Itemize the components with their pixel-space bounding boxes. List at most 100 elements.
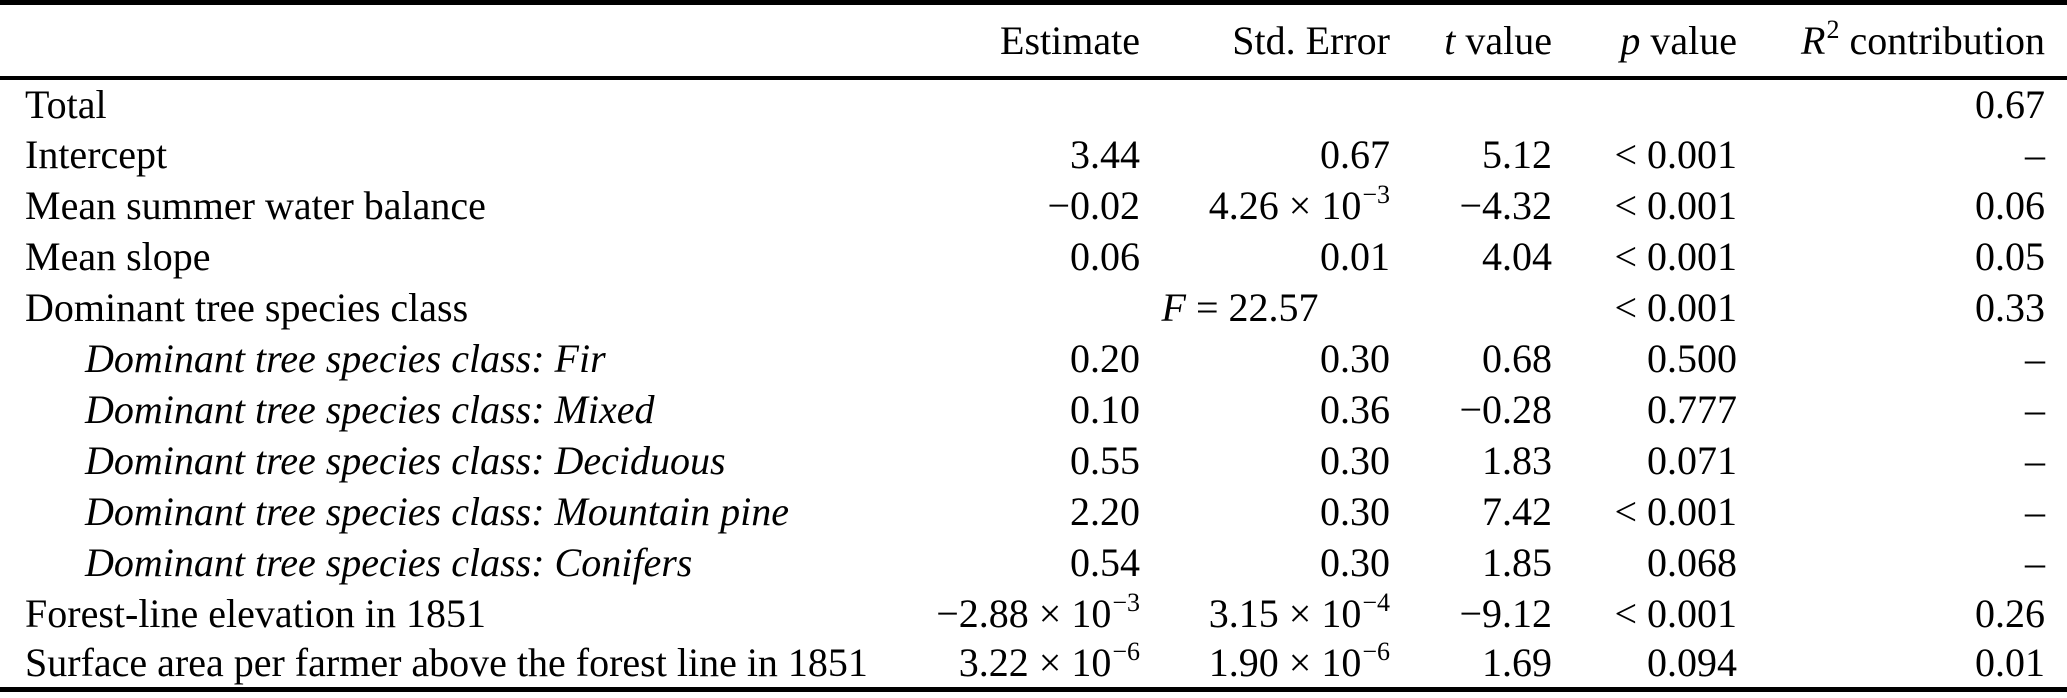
- cell-std-error: 0.30: [1140, 435, 1390, 486]
- cell-r2-contribution: 0.01: [1737, 639, 2067, 690]
- cell-value: 0.06: [1975, 182, 2045, 228]
- cell-value: 3.44: [1070, 131, 1140, 177]
- cell-value: 4.04: [1482, 233, 1552, 279]
- col-header-r2-contribution: R2 contribution: [1737, 2, 2067, 80]
- cell-estimate: 2.20: [860, 486, 1140, 537]
- p-symbol: p: [1620, 17, 1641, 63]
- cell-estimate: 3.22 × 10−6: [860, 639, 1140, 690]
- cell-value: 0.30: [1320, 335, 1390, 381]
- cell-p-value: 0.500: [1552, 333, 1737, 384]
- cell-value: −2.88 × 10: [936, 590, 1112, 636]
- cell-value: 0.05: [1975, 233, 2045, 279]
- cell-std-error: 0.30: [1140, 333, 1390, 384]
- exponent: −4: [1362, 587, 1390, 617]
- cell-value: < 0.001: [1614, 488, 1737, 534]
- p-value-label: value: [1640, 17, 1737, 63]
- row-label: Total: [25, 81, 107, 127]
- cell-value: 0.67: [1975, 81, 2045, 127]
- cell-value: 0.01: [1975, 640, 2045, 686]
- row-label: Dominant tree species class: Mixed: [85, 386, 655, 432]
- cell-t-value: [1390, 282, 1552, 333]
- cell-p-value: < 0.001: [1552, 231, 1737, 282]
- cell-estimate: 0.55: [860, 435, 1140, 486]
- exponent: −3: [1362, 179, 1390, 209]
- cell-value: −4.32: [1459, 182, 1552, 228]
- cell-p-value: 0.068: [1552, 537, 1737, 588]
- cell-p-value: 0.071: [1552, 435, 1737, 486]
- cell-t-value: 7.42: [1390, 486, 1552, 537]
- cell-value: 0.33: [1975, 284, 2045, 330]
- cell-value: 0.26: [1975, 590, 2045, 636]
- cell-value: < 0.001: [1614, 590, 1737, 636]
- cell-p-value: < 0.001: [1552, 486, 1737, 537]
- col-header-std-error: Std. Error: [1140, 2, 1390, 80]
- cell-r2-contribution: 0.26: [1737, 588, 2067, 639]
- cell-estimate: −0.02: [860, 180, 1140, 231]
- cell-std-error: 0.30: [1140, 537, 1390, 588]
- cell-value: −0.02: [1047, 182, 1140, 228]
- cell-r2-contribution: –: [1737, 435, 2067, 486]
- row-label: Dominant tree species class: Deciduous: [85, 437, 726, 483]
- cell-p-value: < 0.001: [1552, 180, 1737, 231]
- cell-r2-contribution: 0.33: [1737, 282, 2067, 333]
- cell-t-value: 1.83: [1390, 435, 1552, 486]
- table-row: Dominant tree species class F = 22.57 < 0.…: [0, 282, 2067, 333]
- cell-value: 0.068: [1647, 539, 1737, 585]
- cell-value: 0.67: [1320, 131, 1390, 177]
- row-label: Mean summer water balance: [25, 182, 486, 228]
- cell-value: 0.36: [1320, 386, 1390, 432]
- cell-value: 0.30: [1320, 539, 1390, 585]
- cell-p-value: < 0.001: [1552, 588, 1737, 639]
- contribution-label: contribution: [1839, 17, 2045, 63]
- cell-value: 0.094: [1647, 640, 1737, 686]
- cell-std-error: 0.67: [1140, 129, 1390, 180]
- table-row: Surface area per farmer above the forest…: [0, 639, 2067, 690]
- cell-r2-contribution: –: [1737, 129, 2067, 180]
- r-symbol: R: [1801, 17, 1826, 63]
- cell-value: 0.071: [1647, 437, 1737, 483]
- cell-value: –: [2025, 539, 2045, 585]
- row-label: Dominant tree species class: Mountain pi…: [85, 488, 789, 534]
- cell-value: 0.01: [1320, 233, 1390, 279]
- cell-t-value: −4.32: [1390, 180, 1552, 231]
- col-header-variable: [0, 2, 860, 80]
- cell-value: 0.06: [1070, 233, 1140, 279]
- cell-p-value: < 0.001: [1552, 282, 1737, 333]
- cell-value: 7.42: [1482, 488, 1552, 534]
- exponent: −6: [1112, 637, 1140, 667]
- cell-t-value: −0.28: [1390, 384, 1552, 435]
- cell-value: 3.15 × 10: [1208, 590, 1362, 636]
- cell-value: –: [2025, 335, 2045, 381]
- row-label: Dominant tree species class: Conifers: [85, 539, 693, 585]
- cell-std-error: [1140, 78, 1390, 129]
- cell-r2-contribution: 0.05: [1737, 231, 2067, 282]
- cell-t-value: 0.68: [1390, 333, 1552, 384]
- table-row: Dominant tree species class: Fir 0.20 0.30…: [0, 333, 2067, 384]
- cell-value: 3.22 × 10: [958, 640, 1112, 686]
- cell-p-value: [1552, 78, 1737, 129]
- cell-value: 0.54: [1070, 539, 1140, 585]
- row-label: Mean slope: [25, 233, 211, 279]
- cell-value: 5.12: [1482, 131, 1552, 177]
- cell-value: –: [2025, 437, 2045, 483]
- row-label: Dominant tree species class: Fir: [85, 335, 606, 381]
- table-row: Dominant tree species class: Mixed 0.10 0.…: [0, 384, 2067, 435]
- t-value-label: value: [1455, 17, 1552, 63]
- cell-r2-contribution: –: [1737, 486, 2067, 537]
- cell-value: 0.55: [1070, 437, 1140, 483]
- cell-r2-contribution: –: [1737, 333, 2067, 384]
- table-row: Dominant tree species class: Conifers 0.5…: [0, 537, 2067, 588]
- cell-t-value: −9.12: [1390, 588, 1552, 639]
- cell-t-value: 1.85: [1390, 537, 1552, 588]
- table-row: Forest-line elevation in 1851 −2.88 × 10−…: [0, 588, 2067, 639]
- cell-std-error: 0.01: [1140, 231, 1390, 282]
- cell-estimate: 0.54: [860, 537, 1140, 588]
- table-row: Intercept 3.44 0.67 5.12 < 0.001 –: [0, 129, 2067, 180]
- cell-p-value: 0.777: [1552, 384, 1737, 435]
- exponent: −3: [1112, 587, 1140, 617]
- cell-value: < 0.001: [1614, 182, 1737, 228]
- cell-t-value: 1.69: [1390, 639, 1552, 690]
- cell-value: 2.20: [1070, 488, 1140, 534]
